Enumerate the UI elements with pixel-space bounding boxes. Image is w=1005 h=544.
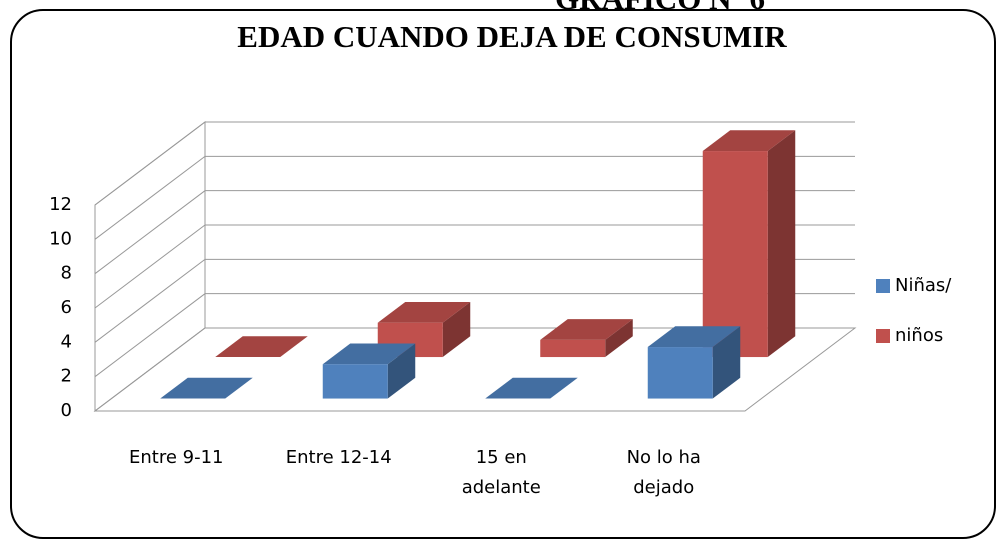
grid-line xyxy=(94,155,855,240)
bar xyxy=(322,364,388,399)
grid-line xyxy=(94,224,855,309)
bar-side xyxy=(605,319,633,358)
x-tick-label: No lo ha dejado xyxy=(627,447,701,498)
bar xyxy=(702,151,768,358)
grid-line xyxy=(94,258,855,343)
bar-side xyxy=(767,130,796,358)
grid-line xyxy=(94,293,855,378)
x-tick-label: Entre 12-14 xyxy=(286,447,392,468)
y-tick-label: 10 xyxy=(49,228,72,249)
legend-swatch xyxy=(876,329,890,343)
bar-top xyxy=(322,343,416,365)
x-tick-line: Entre 12-14 xyxy=(286,447,392,468)
bar-side xyxy=(442,301,471,358)
bar xyxy=(647,347,713,399)
legend-swatch xyxy=(876,279,890,293)
y-tick-label: 8 xyxy=(61,263,72,284)
grid-line xyxy=(94,327,855,412)
chart-title: EDAD CUANDO DEJA DE CONSUMIR xyxy=(237,19,787,54)
bar-top xyxy=(160,377,253,399)
legend-label: Niñas/ xyxy=(895,275,952,296)
x-tick-line: dejado xyxy=(633,477,694,498)
grid-line xyxy=(94,121,855,206)
bar-top xyxy=(485,377,578,399)
y-tick-label: 0 xyxy=(61,400,72,421)
legend-label: niños xyxy=(895,325,943,346)
grid-line xyxy=(94,190,855,275)
bar-side xyxy=(387,343,416,399)
bar-top xyxy=(377,301,471,323)
x-tick-line: Entre 9-11 xyxy=(129,447,224,468)
bar-top xyxy=(215,336,308,358)
bar xyxy=(540,339,606,358)
chart-supertitle: GRAFICO Nº 6 xyxy=(555,0,765,16)
y-tick-label: 2 xyxy=(61,366,72,387)
x-tick-line: adelante xyxy=(462,477,541,498)
x-tick-label: Entre 9-11 xyxy=(129,447,224,468)
x-tick-line: No lo ha xyxy=(627,447,701,468)
x-tick-label: 15 en adelante xyxy=(462,447,541,498)
y-tick-label: 12 xyxy=(49,194,72,215)
x-tick-line: 15 en xyxy=(476,447,527,468)
bar-top xyxy=(647,326,741,348)
y-tick-label: 4 xyxy=(61,331,72,352)
bar-top xyxy=(540,319,633,340)
y-tick-label: 6 xyxy=(61,297,72,318)
bar-side xyxy=(712,326,741,399)
bar-top xyxy=(702,130,796,152)
